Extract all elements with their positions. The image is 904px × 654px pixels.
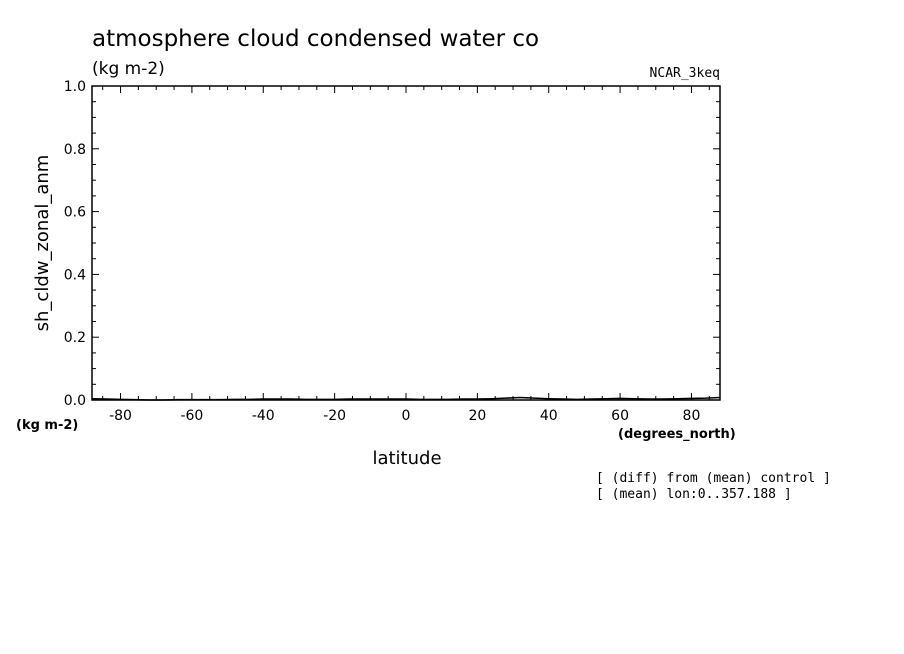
note-mean: [ (mean) lon:0..357.188 ] <box>596 487 792 502</box>
y-tick-label: 0.6 <box>64 205 86 221</box>
x-tick-label: 40 <box>540 408 558 424</box>
y-tick-label: 0.0 <box>64 393 86 409</box>
y-tick-labels: 0.0 0.2 0.4 0.6 0.8 1.0 <box>64 79 86 409</box>
y-axis-label: sh_cldw_zonal_anm <box>32 155 53 332</box>
chart-units: (kg m-2) <box>92 59 165 79</box>
y-tick-label: 0.2 <box>64 330 86 346</box>
x-tick-label: 20 <box>468 408 486 424</box>
x-tick-labels: -80 -60 -40 -20 0 20 40 60 80 <box>109 408 700 424</box>
x-tick-label: 0 <box>402 408 411 424</box>
y-tick-label: 0.8 <box>64 142 86 158</box>
x-tick-label: 60 <box>611 408 629 424</box>
y-tick-label: 1.0 <box>64 79 86 95</box>
series-line <box>91 396 721 401</box>
axis-ticks <box>92 85 720 401</box>
x-tick-label: -40 <box>252 408 275 424</box>
note-diff: [ (diff) from (mean) control ] <box>596 471 831 486</box>
plot-frame <box>91 85 721 401</box>
y-axis-units: (kg m-2) <box>16 418 78 433</box>
x-axis-units: (degrees_north) <box>618 427 736 442</box>
x-tick-label: 80 <box>683 408 701 424</box>
x-tick-label: -60 <box>180 408 203 424</box>
model-name: NCAR_3keq <box>650 66 720 81</box>
x-tick-label: -20 <box>323 408 346 424</box>
chart-title: atmosphere cloud condensed water co <box>92 26 539 52</box>
x-tick-label: -80 <box>109 408 132 424</box>
y-tick-label: 0.4 <box>64 267 86 283</box>
x-axis-label: latitude <box>372 448 441 469</box>
